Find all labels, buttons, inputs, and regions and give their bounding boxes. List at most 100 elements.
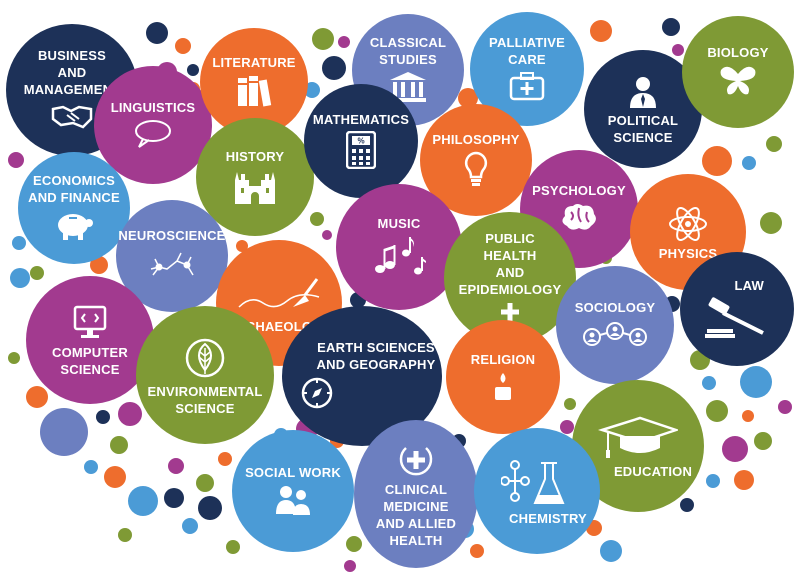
decorative-dot	[564, 398, 576, 410]
handshake-icon	[51, 101, 93, 131]
subject-label: RELIGION	[470, 351, 536, 367]
medical-cross-icon	[398, 442, 434, 478]
subject-label: ENVIRONMENTAL SCIENCE	[147, 384, 263, 416]
subject-label: CLASSICAL STUDIES	[369, 35, 447, 67]
decorative-dot	[12, 236, 26, 250]
subject-label: LAW	[734, 277, 764, 293]
subject-clinical-medicine-and-allied-health[interactable]: CLINICAL MEDICINE AND ALLIED HEALTH	[354, 420, 478, 568]
subject-mathematics[interactable]: MATHEMATICS %	[304, 84, 418, 198]
decorative-dot	[84, 460, 98, 474]
lightbulb-icon	[463, 151, 489, 187]
svg-text:%: %	[357, 136, 364, 145]
flask-molecule-icon	[501, 459, 573, 507]
decorative-dot	[740, 366, 772, 398]
decorative-dot	[175, 38, 191, 54]
subject-label: PHILOSOPHY	[432, 131, 520, 147]
decorative-dot	[470, 544, 484, 558]
decorative-dot	[312, 28, 334, 50]
decorative-dot	[662, 18, 680, 36]
subject-computer-science[interactable]: COMPUTER SCIENCE	[26, 276, 154, 404]
subject-law[interactable]: LAW	[680, 252, 794, 366]
subject-label: PALLIATIVE CARE	[489, 35, 565, 67]
decorative-dot	[10, 268, 30, 288]
subject-sociology[interactable]: SOCIOLOGY	[556, 266, 674, 384]
subject-label: ECONOMICS AND FINANCE	[28, 173, 120, 205]
politician-icon	[628, 75, 658, 109]
decorative-dot	[754, 432, 772, 450]
subject-label: HISTORY	[225, 148, 285, 164]
graduation-cap-icon	[598, 416, 678, 460]
subject-label: EDUCATION	[613, 463, 693, 479]
subject-archaeology[interactable]: ARCHAEOLOGY	[216, 240, 342, 366]
decorative-dot	[766, 136, 782, 152]
decorative-dot	[742, 410, 754, 422]
decorative-dot	[182, 518, 198, 534]
subject-label: NEUROSCIENCE	[118, 227, 226, 243]
decorative-dot	[164, 488, 184, 508]
decorative-dot	[778, 400, 792, 414]
music-notes-icon	[370, 235, 428, 277]
subject-label: MATHEMATICS	[312, 111, 410, 127]
decorative-dot	[672, 44, 684, 56]
decorative-dot	[8, 152, 24, 168]
subject-biology[interactable]: BIOLOGY	[682, 16, 794, 128]
subject-label: LINGUISTICS	[110, 99, 196, 115]
decorative-dot	[110, 436, 128, 454]
decorative-dot	[702, 146, 732, 176]
castle-icon	[233, 168, 277, 204]
decorative-dot	[196, 474, 214, 492]
decorative-dot	[600, 540, 622, 562]
subject-label: BUSINESS AND MANAGEMENT	[23, 47, 121, 97]
subject-classical-studies[interactable]: CLASSICAL STUDIES	[352, 14, 464, 126]
decorative-dot	[560, 420, 574, 434]
subject-label: PHYSICS	[658, 245, 718, 261]
decorative-dot	[40, 408, 88, 456]
brain-icon	[559, 202, 599, 234]
subject-label: SOCIAL WORK	[245, 464, 341, 480]
subject-social-work[interactable]: SOCIAL WORK	[232, 430, 354, 552]
decorative-dot	[118, 402, 142, 426]
decorative-dot	[322, 230, 332, 240]
decorative-dot	[26, 386, 48, 408]
books-icon	[234, 74, 274, 108]
decorative-dot	[680, 498, 694, 512]
people-icon	[274, 484, 312, 516]
subject-religion[interactable]: RELIGION	[446, 320, 560, 434]
neuron-icon	[147, 247, 197, 283]
subject-music[interactable]: MUSIC	[336, 184, 462, 310]
subject-label: PUBLIC HEALTH AND EPIDEMIOLOGY	[458, 231, 562, 297]
decorative-dot	[734, 470, 754, 490]
decorative-dot	[96, 410, 110, 424]
decorative-dot	[104, 466, 126, 488]
decorative-dot	[706, 474, 720, 488]
subject-label: BIOLOGY	[707, 44, 769, 60]
decorative-dot	[322, 56, 346, 80]
subject-history[interactable]: HISTORY	[196, 118, 314, 236]
subject-environmental-science[interactable]: ENVIRONMENTAL SCIENCE	[136, 306, 274, 444]
speech-bubble-icon	[133, 119, 173, 149]
decorative-dot	[702, 376, 716, 390]
subject-chemistry[interactable]: CHEMISTRY	[474, 428, 600, 554]
decorative-dot	[30, 266, 44, 280]
decorative-dot	[90, 256, 108, 274]
trowel-icon	[237, 275, 321, 315]
decorative-dot	[310, 212, 324, 226]
subject-economics-and-finance[interactable]: ECONOMICS AND FINANCE	[18, 152, 130, 264]
subject-linguistics[interactable]: LINGUISTICS	[94, 66, 212, 184]
decorative-dot	[344, 560, 356, 572]
temple-icon	[388, 71, 428, 103]
leaf-icon	[185, 336, 225, 380]
candle-icon	[492, 371, 514, 401]
subject-label: MUSIC	[377, 215, 421, 231]
decorative-dot	[226, 540, 240, 554]
decorative-dot	[346, 536, 362, 552]
subject-label: EARTH SCIENCES AND GEOGRAPHY	[316, 340, 436, 372]
decorative-dot	[722, 436, 748, 462]
decorative-dot	[458, 88, 478, 108]
decorative-dot	[218, 452, 232, 466]
decorative-dot	[187, 64, 199, 76]
decorative-dot	[128, 486, 158, 516]
decorative-dot	[590, 20, 612, 42]
subject-literature[interactable]: LITERATURE	[200, 28, 308, 136]
